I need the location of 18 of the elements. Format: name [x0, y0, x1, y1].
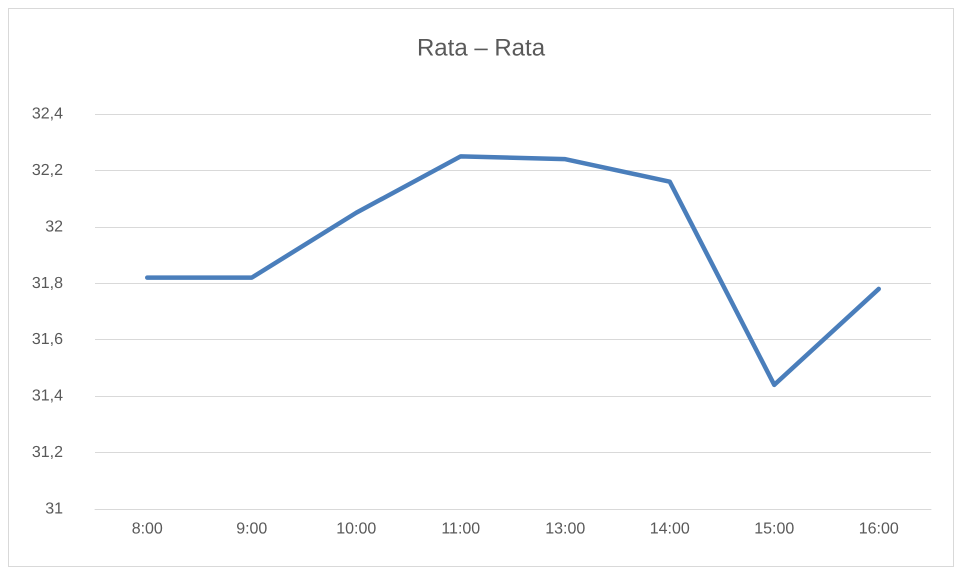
y-tick-label: 32 [45, 218, 64, 236]
chart-title: Rata – Rata [416, 34, 546, 62]
x-tick-label: 14:00 [650, 520, 690, 538]
y-tick-label: 32,4 [32, 106, 64, 122]
x-tick-label: 13:00 [545, 520, 586, 538]
y-tick-label: 31,6 [32, 331, 64, 348]
y-tick-label: 31,8 [32, 274, 64, 292]
y-tick-label: 31 [45, 500, 64, 518]
x-tick-label: 15:00 [754, 520, 794, 538]
x-tick-label: 16:00 [858, 520, 899, 538]
x-tick-label: 10:00 [336, 520, 376, 538]
x-tick-label: 8:00 [132, 520, 163, 538]
y-tick-label: 31,4 [32, 388, 64, 405]
x-tick-label: 11:00 [441, 520, 480, 538]
y-tick-label: 31,2 [32, 444, 64, 462]
y-tick-label: 32,2 [32, 162, 64, 179]
x-tick-label: 9:00 [236, 520, 268, 538]
line-series [145, 154, 881, 388]
